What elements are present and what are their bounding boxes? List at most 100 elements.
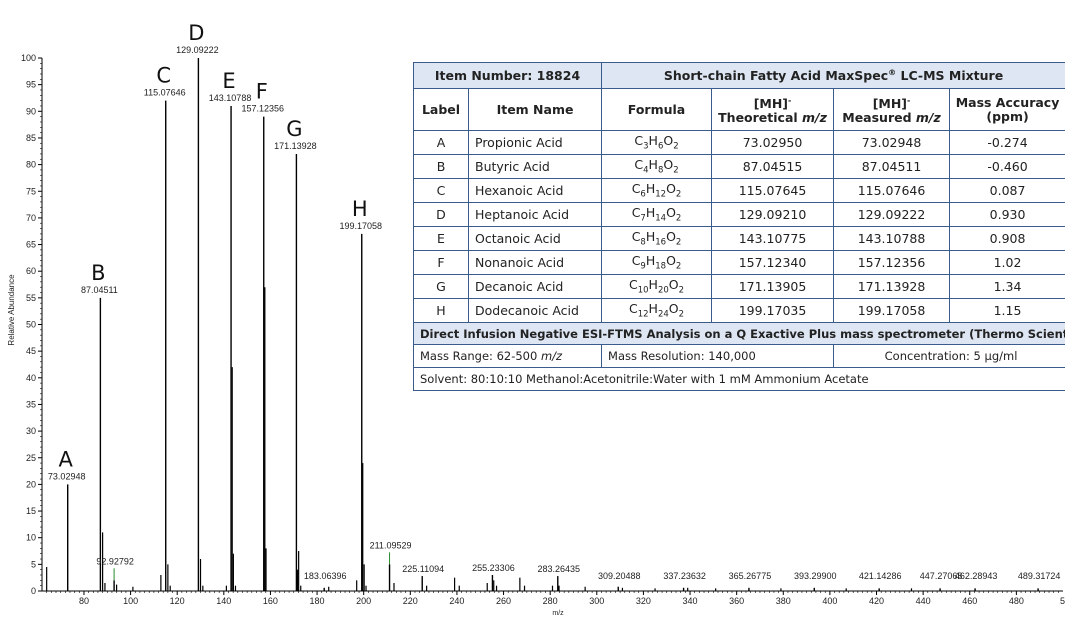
peak-label: 283.26435 [538, 564, 581, 574]
compound-table: Item Number: 18824 Short-chain Fatty Aci… [412, 62, 1065, 391]
x-tick-label: 120 [170, 596, 185, 606]
y-tick-label: 45 [26, 346, 36, 356]
row-theoretical: 143.10775 [711, 226, 835, 251]
registered-mark: ® [888, 67, 897, 77]
x-tick-label: 260 [496, 596, 511, 606]
peak-label: 489.31724 [1018, 571, 1061, 581]
table-row: G Decanoic Acid C10H20O2 171.13905 171.13928… [413, 274, 1065, 299]
row-formula: C6H12O2 [601, 178, 713, 203]
row-label: F [413, 250, 469, 275]
header-accuracy: Mass Accuracy (ppm) [949, 88, 1065, 131]
carbon-count: 12 [637, 309, 649, 320]
peak-letter: B [91, 261, 105, 285]
row-accuracy: 0.908 [949, 226, 1065, 251]
y-tick-label: 20 [26, 479, 36, 489]
header-measured: [MH]- Measured m/z [833, 88, 951, 131]
y-tick-label: 30 [26, 426, 36, 436]
hydrogen-count: 16 [655, 237, 667, 248]
concentration: Concentration: 5 µg/ml [833, 344, 1065, 368]
x-tick-label: 100 [123, 596, 138, 606]
y-tick-label: 65 [26, 240, 36, 250]
oxygen-count: 2 [673, 141, 679, 152]
row-label: E [413, 226, 469, 251]
peak-label: 421.14286 [859, 571, 902, 581]
oxygen-count: 2 [675, 213, 682, 224]
hydrogen-count: 24 [657, 309, 669, 320]
theoretical-ion: [MH] [753, 96, 789, 112]
table-row: H Dodecanoic Acid C12H24O2 199.17035 199.170… [413, 298, 1065, 323]
peak-label: 365.26775 [729, 571, 772, 581]
theoretical-text: Theoretical [718, 110, 803, 126]
row-formula: C10H20O2 [601, 274, 713, 299]
row-measured: 115.07646 [833, 178, 951, 203]
peak-label: 183.06396 [304, 571, 347, 581]
x-tick-label: 280 [543, 596, 558, 606]
mass-range: Mass Range: 62-500 m/z [412, 344, 603, 368]
theoretical-mz: m/z [802, 110, 827, 126]
y-tick-label: 95 [26, 80, 36, 90]
carbon-count: 8 [640, 237, 646, 248]
conditions-row: Mass Range: 62-500 m/z Mass Resolution: … [412, 344, 1065, 368]
oxygen-count: 2 [675, 237, 682, 248]
x-tick-label: 140 [216, 596, 231, 606]
row-theoretical: 199.17035 [711, 298, 835, 323]
row-formula: C9H18O2 [601, 250, 713, 275]
measured-mz: m/z [915, 110, 941, 126]
oxygen-count: 2 [673, 165, 679, 176]
table-row: C Hexanoic Acid C6H12O2 115.07645 115.07646 0… [413, 178, 1065, 203]
row-formula: C4H8O2 [601, 154, 713, 179]
analysis-title-row: Direct Infusion Negative ESI-FTMS Analys… [412, 322, 1065, 345]
carbon-count: 9 [640, 261, 646, 272]
row-accuracy: -0.460 [949, 154, 1065, 179]
row-item-name: Heptanoic Acid [467, 202, 603, 227]
x-tick-label: 360 [729, 596, 744, 606]
peak-label: 115.07646 [144, 88, 186, 98]
table-row: B Butyric Acid C4H8O2 87.04515 87.04511 -0.46… [413, 154, 1065, 179]
y-tick-label: 40 [26, 373, 36, 383]
peak-label: 129.09222 [176, 45, 219, 55]
peak-letter: E [222, 69, 235, 93]
table-row: E Octanoic Acid C8H16O2 143.10775 143.10788 0… [413, 226, 1065, 251]
row-theoretical: 73.02950 [711, 130, 835, 155]
row-theoretical: 115.07645 [711, 178, 835, 203]
product-name-text: Short-chain Fatty Acid MaxSpec [663, 68, 889, 84]
peak-label: 199.17058 [339, 221, 382, 231]
x-tick-label: 480 [1009, 596, 1024, 606]
row-label: A [413, 130, 469, 155]
item-number: Item Number: 18824 [412, 62, 603, 89]
row-label: D [413, 202, 469, 227]
x-tick-label: 240 [449, 596, 464, 606]
peak-label: 255.23306 [472, 563, 515, 573]
row-accuracy: 1.02 [949, 250, 1065, 275]
row-item-name: Nonanoic Acid [467, 250, 603, 275]
row-theoretical: 157.12340 [711, 250, 835, 275]
peak-label: 225.11094 [402, 564, 444, 574]
oxygen-count: 2 [675, 261, 682, 272]
peak-letter: H [352, 197, 368, 221]
row-label: C [413, 178, 469, 203]
y-tick-label: 25 [26, 453, 36, 463]
row-accuracy: 1.15 [949, 298, 1065, 323]
carbon-count: 10 [637, 285, 649, 296]
y-tick-label: 5 [31, 559, 36, 569]
row-accuracy: 0.930 [949, 202, 1065, 227]
row-theoretical: 171.13905 [711, 274, 835, 299]
oxygen-count: 2 [678, 309, 685, 320]
oxygen-count: 2 [678, 285, 685, 296]
x-axis-ticks: 80 100 120 140 160 180 200 220 240 260 280 300 320 34… [46, 591, 1059, 606]
peak-letter: F [256, 80, 268, 104]
row-item-name: Butyric Acid [467, 154, 603, 179]
y-tick-label: 35 [26, 399, 36, 409]
row-accuracy: 1.34 [949, 274, 1065, 299]
hydrogen-count: 12 [655, 189, 667, 200]
row-measured: 129.09222 [833, 202, 951, 227]
row-item-name: Decanoic Acid [467, 274, 603, 299]
row-label: H [413, 298, 469, 323]
row-theoretical: 129.09210 [711, 202, 835, 227]
peak-label: 447.27068 [920, 571, 963, 581]
table-body: A Propionic Acid C3H6O2 73.02950 73.02948 -0.… [413, 130, 1065, 323]
row-measured: 171.13928 [833, 274, 951, 299]
measured-text: Measured [842, 110, 916, 126]
row-formula: C8H16O2 [601, 226, 713, 251]
row-theoretical: 87.04515 [711, 154, 835, 179]
